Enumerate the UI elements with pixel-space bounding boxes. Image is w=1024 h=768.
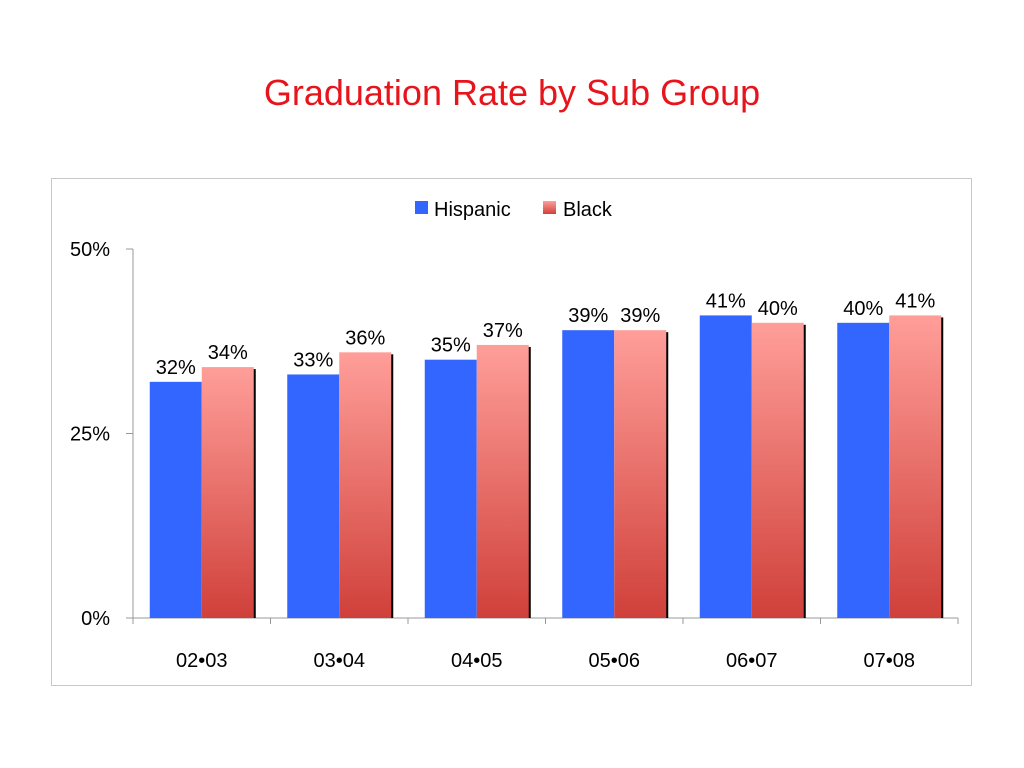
y-tick-label: 50% [70,239,110,261]
slide-title: Graduation Rate by Sub Group [263,72,761,113]
y-axis-ticks: 0% 25% 50% [70,239,133,630]
y-tick-label: 25% [70,424,110,446]
data-label-hispanic: 39% [568,305,608,327]
x-axis-ticks [132,618,959,624]
bar-series: 32% 34% 33% 36% 35% 37% 39% 39% 41% 40% 40% 41% [149,290,944,618]
x-category-label: 03•04 [314,650,366,672]
bar-black [201,367,254,618]
x-category-label: 07•08 [864,650,916,672]
bar-hispanic [562,330,615,618]
bar-hispanic [149,381,202,618]
legend-swatch-hispanic [415,201,428,214]
legend-swatch-black [543,201,556,214]
y-tick-label: 0% [81,608,110,630]
data-label-hispanic: 33% [293,349,333,371]
data-label-hispanic: 35% [431,335,471,357]
data-label-black: 41% [895,290,935,312]
legend-label-hispanic: Hispanic [434,199,511,221]
bar-black [339,352,392,618]
bar-black [751,322,804,618]
bar-black [614,330,667,618]
data-label-black: 36% [345,327,385,349]
chart-legend: Hispanic Black [415,199,613,221]
x-category-label: 06•07 [726,650,778,672]
bar-hispanic [699,315,752,618]
x-category-label: 05•06 [589,650,641,672]
data-label-hispanic: 40% [843,298,883,320]
data-label-black: 40% [758,298,798,320]
data-label-hispanic: 32% [156,357,196,379]
bar-hispanic [837,322,890,618]
data-label-black: 34% [208,342,248,364]
x-category-label: 04•05 [451,650,503,672]
bar-hispanic [424,359,477,618]
bar-hispanic [287,374,340,618]
bar-black [476,344,529,618]
data-label-hispanic: 41% [706,290,746,312]
x-category-label: 02•03 [176,650,228,672]
data-label-black: 39% [620,305,660,327]
data-label-black: 37% [483,320,523,342]
x-axis-labels: 02•03 03•04 04•05 05•06 06•07 07•08 [176,650,915,672]
legend-label-black: Black [563,199,613,221]
bar-black [889,315,942,618]
